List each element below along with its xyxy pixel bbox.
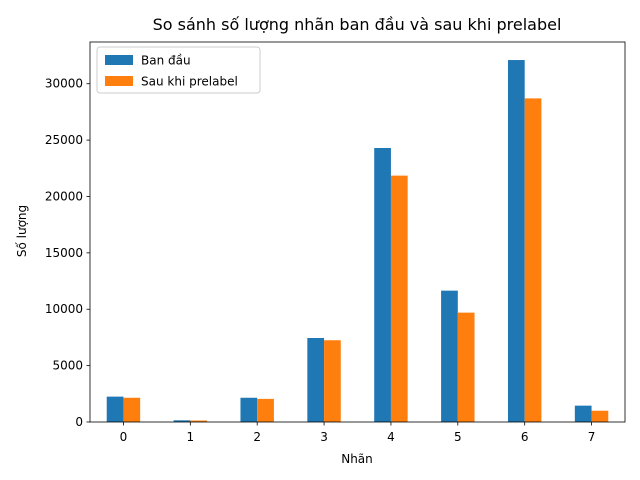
bar-series-0-cat-5: [441, 290, 458, 422]
bar-series-1-cat-0: [123, 397, 141, 422]
bar-series-1-cat-7: [591, 410, 609, 422]
bar-series-0-cat-3: [307, 337, 325, 422]
x-tick-label: 2: [253, 430, 261, 444]
bar-series-0-cat-4: [374, 147, 391, 423]
y-tick-label: 25000: [45, 133, 83, 147]
legend: Ban đầu Sau khi prelabel: [96, 46, 261, 94]
x-tick-label: 3: [320, 430, 328, 444]
bar-series-0-cat-2: [240, 397, 258, 422]
x-tick-label: 0: [120, 430, 128, 444]
chart-title: So sánh số lượng nhãn ban đầu và sau khi…: [153, 15, 562, 34]
bar-series-0-cat-1: [173, 420, 191, 422]
y-tick-label: 0: [75, 415, 83, 429]
bar-series-0-cat-6: [507, 60, 525, 422]
axes-frame: [89, 41, 626, 423]
legend-label: Sau khi prelabel: [141, 75, 238, 89]
bar-series-0-cat-0: [106, 396, 124, 422]
legend-swatch: [105, 55, 133, 65]
plot-area: 0 1 2 3 4 5 6 7 0 5000 10000 15000 20000 25000 30000: [45, 41, 626, 444]
y-tick-label: 15000: [45, 246, 83, 260]
x-axis-label: Nhãn: [341, 452, 373, 466]
legend-swatch: [105, 76, 133, 86]
x-tick-label: 1: [186, 430, 194, 444]
bar-series-0-cat-7: [574, 405, 592, 422]
x-tick-label: 5: [454, 430, 462, 444]
y-tick-label: 10000: [45, 302, 83, 316]
bar-series-1-cat-3: [324, 340, 341, 422]
x-tick-label: 4: [387, 430, 395, 444]
bar-series-1-cat-5: [457, 312, 475, 422]
legend-frame: [96, 46, 261, 94]
x-tick-label: 6: [521, 430, 529, 444]
y-tick-label: 5000: [52, 359, 83, 373]
y-tick-label: 20000: [45, 189, 83, 203]
bar-series-1-cat-2: [257, 398, 274, 422]
legend-label: Ban đầu: [141, 54, 191, 68]
y-axis-label: Số lượng: [15, 205, 29, 257]
x-tick-label: 7: [588, 430, 596, 444]
y-tick-label: 30000: [45, 77, 83, 91]
bar-series-1-cat-6: [524, 98, 542, 422]
bar-series-1-cat-4: [390, 175, 408, 422]
bar-series-1-cat-1: [190, 420, 208, 422]
